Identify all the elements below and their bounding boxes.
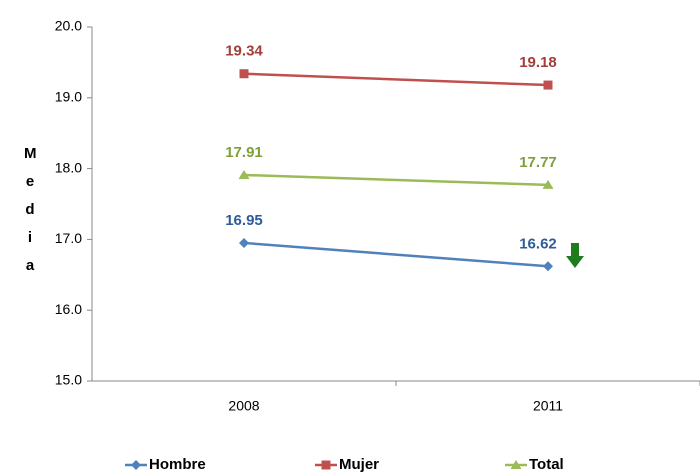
- point: [543, 80, 553, 90]
- legend-marker: [321, 460, 331, 470]
- y-tick-label: 18.0: [55, 159, 82, 175]
- series-line: [243, 173, 549, 187]
- data-label: 16.95: [225, 212, 263, 229]
- y-tick-label: 17.0: [55, 230, 82, 246]
- point: [238, 169, 250, 179]
- data-label: 17.77: [519, 154, 557, 171]
- y-axis-label: Media: [24, 145, 37, 274]
- data-label: 16.62: [519, 235, 557, 252]
- data-label: 17.91: [225, 144, 263, 161]
- data-label: 19.34: [225, 43, 263, 60]
- legend-label: Hombre: [149, 456, 206, 473]
- legend-marker: [131, 460, 141, 470]
- legend-label: Total: [529, 456, 564, 473]
- point: [239, 237, 249, 248]
- y-tick-label: 20.0: [55, 18, 82, 34]
- point: [543, 261, 553, 272]
- y-tick-label: 16.0: [55, 301, 82, 317]
- series-line: [243, 72, 549, 87]
- y-tick-label: 15.0: [55, 372, 82, 388]
- down-arrow: [566, 243, 584, 268]
- y-tick-label: 19.0: [55, 89, 82, 105]
- legend-label: Mujer: [339, 456, 379, 473]
- point: [239, 69, 249, 79]
- data-label: 19.18: [519, 54, 557, 71]
- x-tick-label: 2011: [533, 398, 563, 414]
- point: [542, 179, 554, 189]
- legend-marker: [510, 460, 522, 469]
- x-tick-label: 2008: [228, 398, 259, 414]
- series-line: [243, 241, 549, 268]
